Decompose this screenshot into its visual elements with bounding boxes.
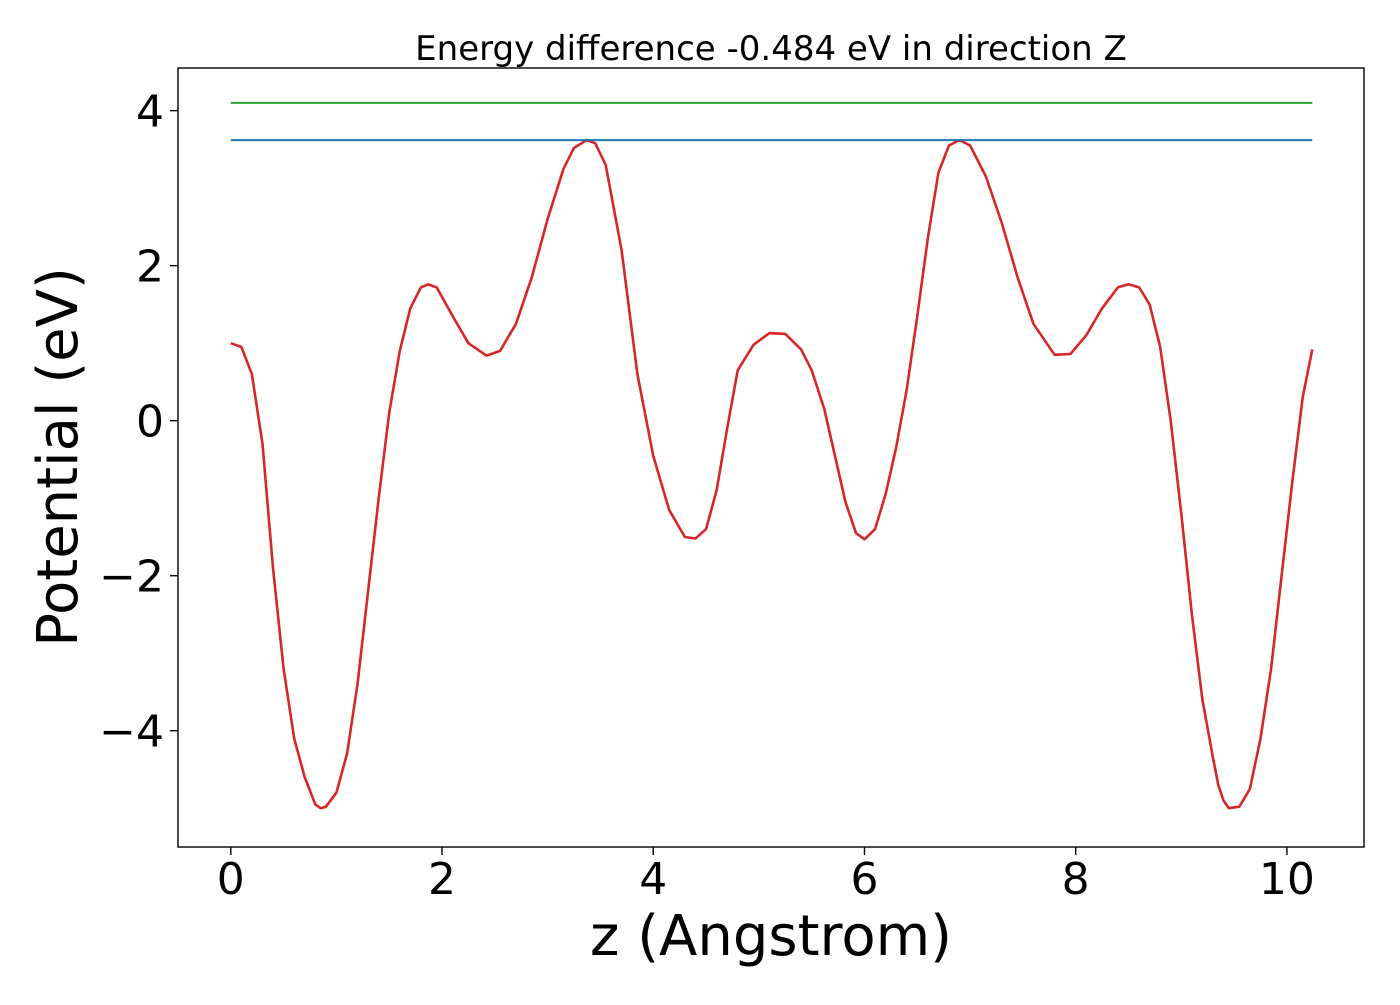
x-axis-label: z (Angstrom) <box>590 904 952 969</box>
x-tick-label: 2 <box>428 854 456 905</box>
y-tick-label: −2 <box>99 552 164 603</box>
y-axis-label: Potential (eV) <box>26 267 91 647</box>
y-tick-label: 2 <box>136 242 164 293</box>
plot-area-frame <box>177 67 1365 848</box>
x-axis: 0 2 4 6 8 10 <box>217 847 1315 905</box>
x-tick-label: 4 <box>639 854 667 905</box>
x-tick-label: 0 <box>217 854 245 905</box>
x-tick-label: 6 <box>850 854 878 905</box>
y-tick-label: 4 <box>136 87 164 138</box>
chart-title: Energy difference -0.484 eV in direction… <box>415 29 1127 69</box>
y-tick-label: 0 <box>136 397 164 448</box>
y-tick-label: −4 <box>99 707 164 758</box>
y-axis: −4 −2 0 2 4 <box>99 87 178 758</box>
plot-lines <box>230 101 1314 810</box>
x-tick-label: 10 <box>1259 854 1315 905</box>
x-tick-label: 8 <box>1062 854 1090 905</box>
series-line-0 <box>230 138 1314 810</box>
